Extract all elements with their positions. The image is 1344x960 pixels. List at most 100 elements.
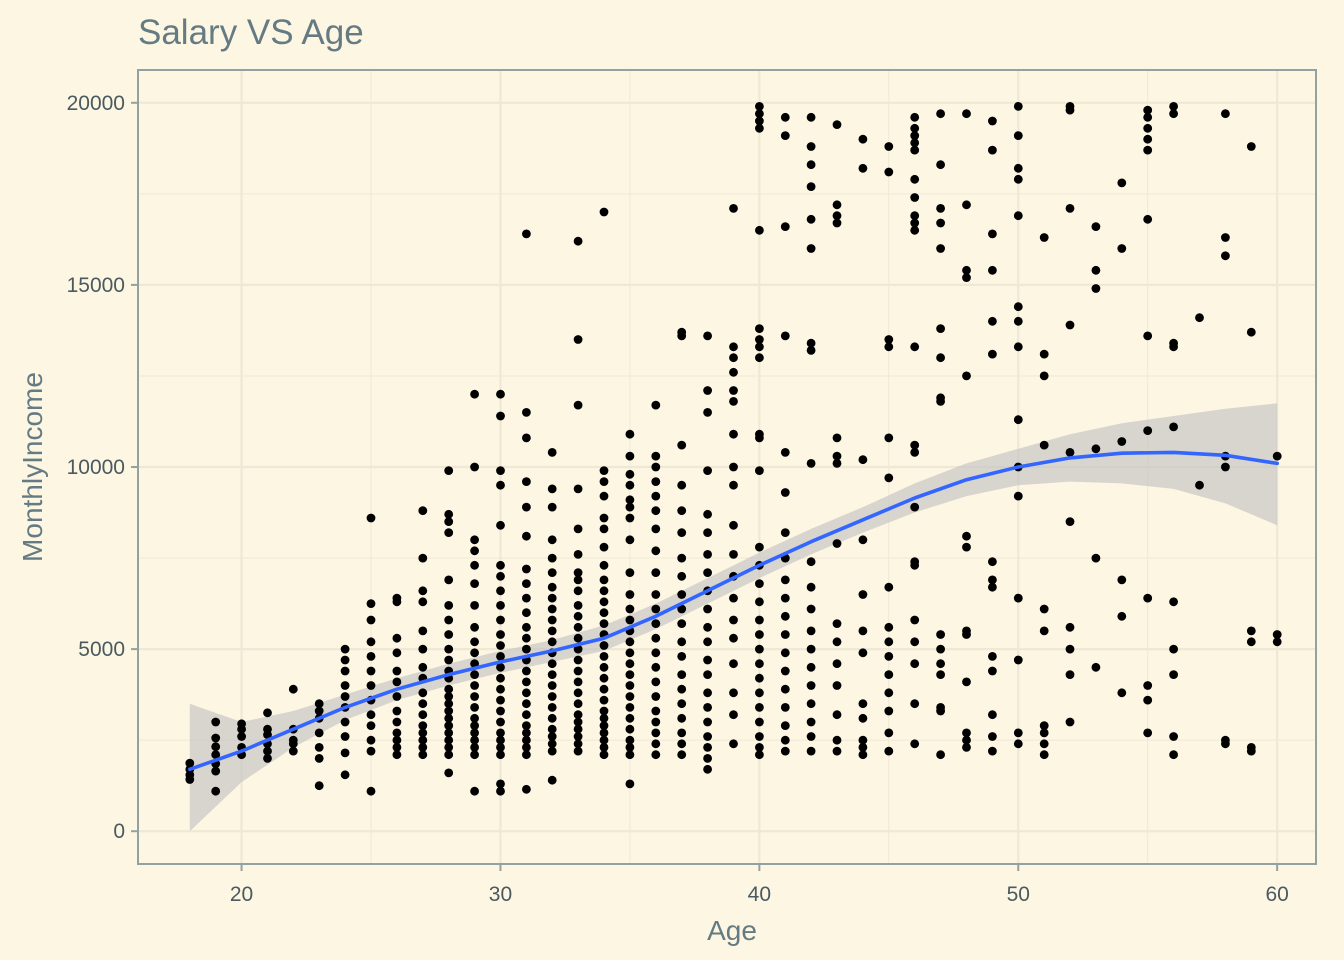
data-point (677, 590, 687, 599)
data-point (806, 112, 816, 122)
data-point (1013, 655, 1023, 665)
data-point (1013, 102, 1023, 111)
data-point (988, 732, 997, 741)
data-point (1013, 342, 1023, 352)
data-point (962, 371, 971, 381)
data-point (780, 684, 790, 694)
data-point (444, 743, 454, 752)
data-point (858, 626, 868, 636)
data-point (625, 513, 635, 523)
data-point (988, 666, 997, 676)
data-point (573, 586, 583, 596)
y-tick-label: 5000 (78, 638, 125, 661)
data-point (832, 539, 842, 548)
data-point (1039, 750, 1049, 760)
data-point (703, 670, 712, 679)
data-point (1091, 553, 1101, 563)
data-point (910, 112, 920, 122)
data-point (651, 462, 661, 472)
data-point (1117, 575, 1127, 585)
data-point (522, 229, 531, 239)
data-point (780, 611, 790, 621)
data-point (755, 542, 764, 552)
data-point (884, 582, 894, 592)
data-point (755, 335, 764, 344)
data-point (780, 222, 790, 232)
data-point (418, 735, 428, 745)
data-point (1169, 422, 1178, 432)
data-point (1039, 440, 1049, 450)
data-point (677, 699, 687, 709)
data-point (496, 615, 505, 625)
data-point (366, 735, 376, 745)
data-point (703, 509, 712, 519)
data-point (1221, 735, 1230, 745)
data-point (547, 692, 557, 701)
data-point (625, 615, 635, 625)
data-point (884, 637, 894, 647)
data-point (936, 750, 945, 760)
data-point (858, 163, 868, 173)
data-point (962, 735, 971, 745)
data-point (703, 550, 712, 559)
data-point (522, 743, 531, 752)
data-point (418, 743, 428, 752)
data-point (366, 599, 376, 608)
data-point (444, 655, 454, 665)
x-tick-label: 40 (748, 883, 771, 906)
data-point (677, 652, 687, 661)
data-point (599, 735, 609, 745)
data-point (651, 568, 661, 577)
data-point (314, 781, 324, 791)
data-point (288, 735, 298, 745)
data-point (832, 735, 842, 745)
data-point (470, 560, 479, 570)
data-point (392, 648, 402, 658)
data-point (599, 743, 609, 752)
data-point (858, 743, 868, 752)
data-point (340, 681, 350, 690)
data-point (547, 604, 557, 614)
data-point (573, 575, 583, 585)
data-point (263, 746, 272, 756)
data-point (625, 451, 635, 461)
data-point (1065, 204, 1075, 213)
data-point (522, 622, 531, 632)
data-point (910, 123, 920, 133)
data-point (1091, 265, 1101, 275)
data-point (625, 502, 635, 512)
data-point (884, 728, 894, 738)
data-point (496, 560, 505, 570)
data-point (573, 568, 583, 577)
data-point (858, 735, 868, 745)
data-point (677, 750, 687, 760)
data-point (1143, 134, 1153, 144)
data-point (1013, 174, 1023, 184)
data-point (573, 677, 583, 687)
data-point (211, 733, 221, 743)
data-point (780, 528, 790, 537)
data-point (755, 353, 764, 363)
data-point (858, 455, 868, 465)
data-point (780, 721, 790, 730)
data-point (444, 750, 454, 760)
x-tick-label: 50 (1007, 883, 1030, 906)
data-point (651, 524, 661, 534)
data-point (832, 200, 842, 210)
data-point (444, 699, 454, 709)
data-point (496, 673, 505, 683)
data-point (1221, 462, 1230, 472)
data-point (573, 236, 583, 246)
data-point (470, 703, 479, 712)
data-point (936, 160, 945, 170)
data-point (444, 721, 454, 730)
data-point (547, 448, 557, 457)
data-point (780, 593, 790, 603)
data-point (729, 342, 738, 352)
data-point (496, 630, 505, 639)
data-point (832, 681, 842, 690)
data-point (755, 673, 764, 683)
data-point (703, 604, 712, 614)
data-point (314, 728, 324, 738)
